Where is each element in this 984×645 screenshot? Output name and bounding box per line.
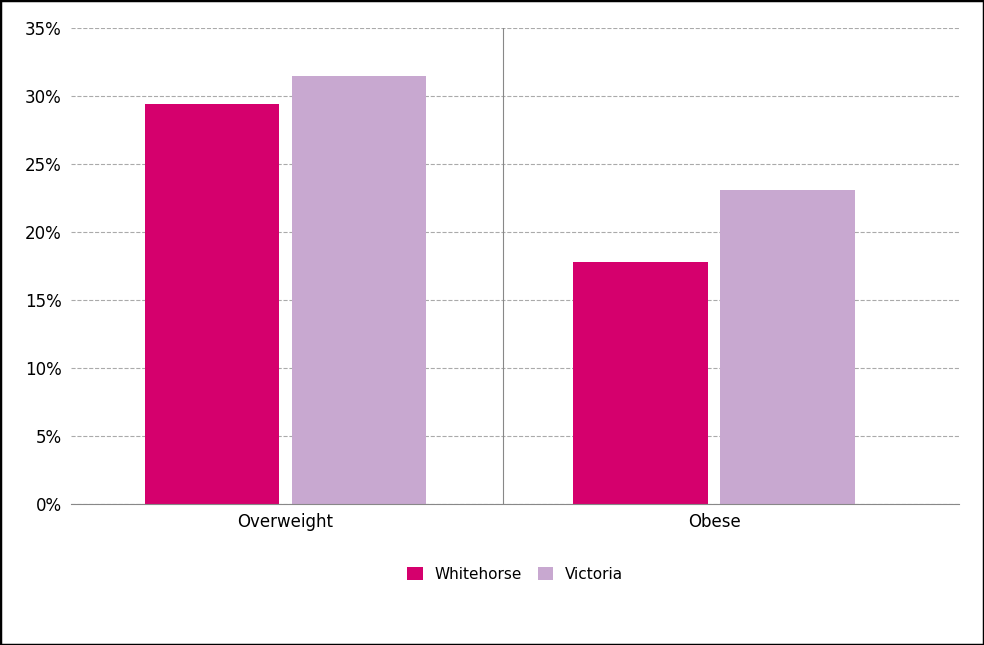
Bar: [720, 190, 855, 504]
Bar: [145, 104, 279, 504]
Bar: [291, 76, 426, 504]
Bar: [574, 262, 708, 504]
Legend: Whitehorse, Victoria: Whitehorse, Victoria: [400, 559, 631, 589]
